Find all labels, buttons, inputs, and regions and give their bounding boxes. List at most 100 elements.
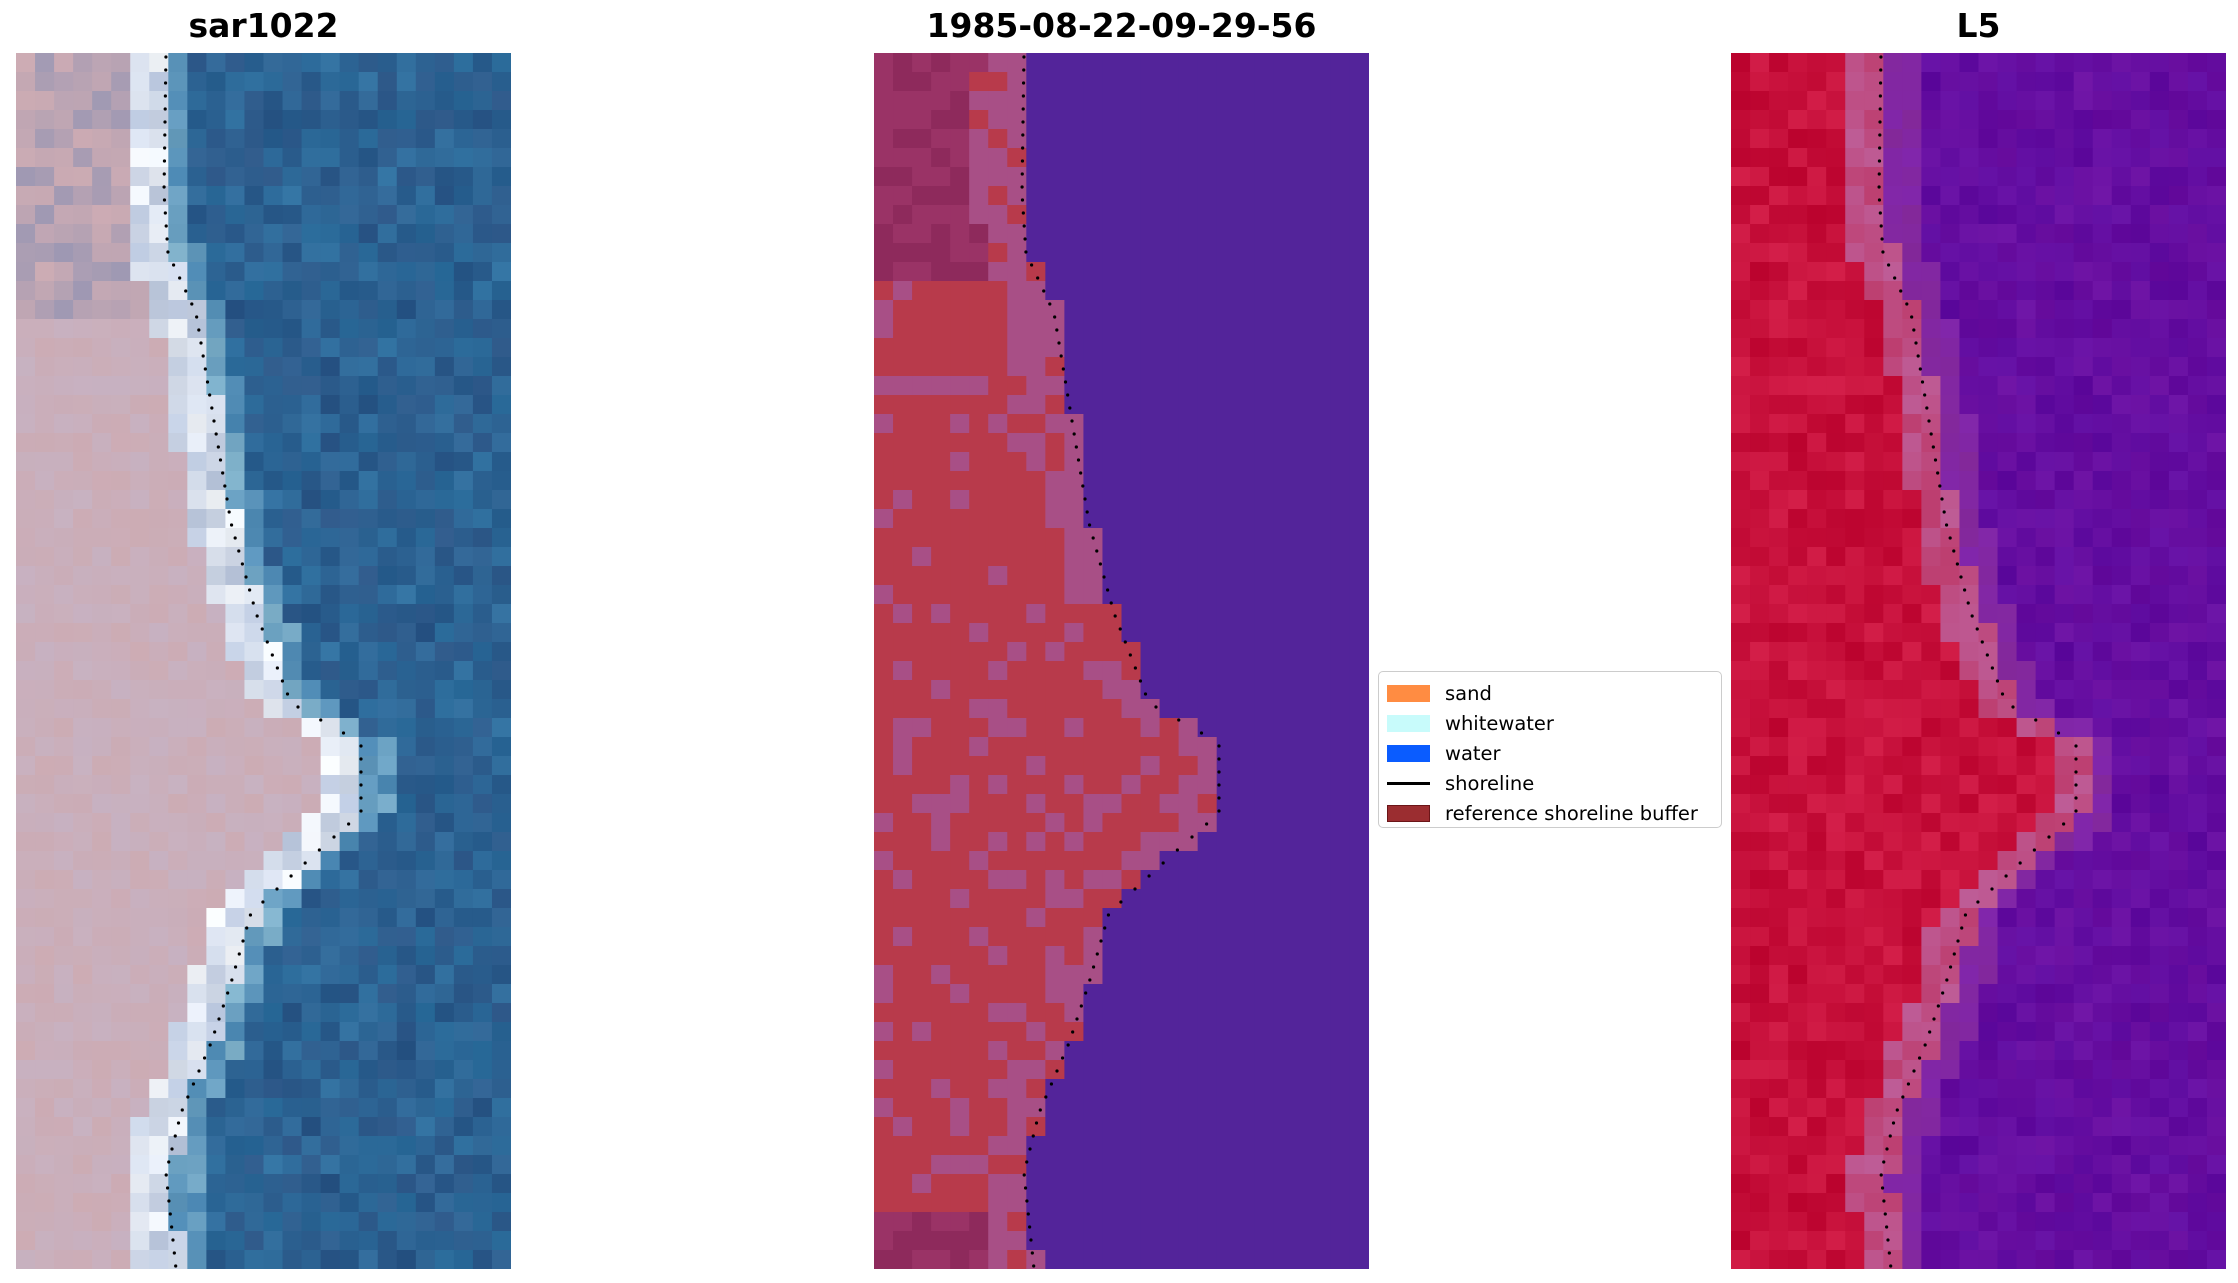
shoreline-point [1079, 1004, 1083, 1008]
shoreline-point [303, 861, 307, 865]
shoreline-point [1878, 81, 1883, 85]
shoreline-point [1970, 614, 1974, 618]
shoreline-point [1138, 679, 1143, 683]
shoreline-point [1942, 510, 1946, 514]
shoreline-point [1118, 627, 1122, 631]
shoreline-point [1889, 1264, 1893, 1268]
shoreline-point [1936, 471, 1940, 475]
shoreline-point [2074, 744, 2078, 748]
shoreline-point [1020, 198, 1025, 202]
shoreline-point [2000, 692, 2005, 696]
shoreline-point [1026, 1212, 1030, 1216]
shoreline-point [162, 172, 166, 176]
shoreline-point [285, 692, 290, 696]
shoreline-point [280, 679, 285, 683]
shoreline-point [1882, 1199, 1886, 1203]
shoreline-point [2047, 835, 2051, 839]
shoreline-point [164, 68, 168, 72]
shoreline-point [1070, 419, 1074, 423]
classified-image [874, 53, 1369, 1269]
shoreline-point [1020, 172, 1024, 176]
shoreline-point [163, 146, 167, 150]
shoreline-point [163, 120, 167, 124]
shoreline-point [1918, 367, 1922, 371]
shoreline-point [1021, 211, 1025, 215]
shoreline-point [1020, 159, 1025, 163]
panel-title-1: sar1022 [188, 6, 339, 45]
shoreline-point [1960, 926, 1964, 930]
shoreline-point [1075, 1017, 1079, 1021]
legend-item-sand: sand [1387, 678, 1713, 708]
shoreline-point [226, 991, 230, 995]
shoreline-point [260, 627, 264, 631]
legend-label: whitewater [1445, 711, 1554, 735]
shoreline-point [229, 523, 234, 527]
raster-cells [16, 53, 511, 1269]
shoreline-point [178, 276, 182, 280]
shoreline-point [1123, 640, 1127, 644]
shoreline-point [317, 848, 321, 852]
shoreline-point [1877, 159, 1882, 163]
rgb-image [16, 53, 511, 1269]
shoreline-point [1880, 237, 1884, 241]
shoreline-point [1893, 276, 1897, 280]
shoreline-point [1878, 120, 1882, 124]
shoreline-point [289, 874, 293, 878]
shoreline-point [275, 887, 279, 891]
shoreline-point [1917, 1056, 1922, 1060]
shoreline-point [1028, 1225, 1032, 1229]
legend-item-water: water [1387, 738, 1713, 768]
shoreline-mndwi [1877, 55, 2078, 1268]
shoreline-point [1885, 1225, 1889, 1229]
shoreline-point [1029, 1238, 1033, 1242]
panel-title-2: 1985-08-22-09-29-56 [926, 6, 1317, 45]
shoreline-point [162, 198, 167, 202]
shoreline-point [1074, 445, 1078, 449]
shoreline-point [1941, 991, 1945, 995]
shoreline-point [1084, 991, 1088, 995]
shoreline-point [1217, 783, 1221, 787]
shoreline-point [1945, 978, 1949, 982]
shoreline-point [275, 666, 279, 670]
shoreline-point [195, 315, 199, 319]
shoreline-point [167, 1199, 171, 1203]
shoreline-point [2074, 770, 2078, 774]
shoreline-point [225, 497, 229, 501]
shoreline-point [1952, 952, 1956, 956]
shoreline-point [1190, 835, 1194, 839]
shoreline-point [1914, 341, 1918, 345]
shoreline-point [1905, 302, 1909, 306]
shoreline-point [173, 1134, 177, 1138]
shoreline-point [167, 1160, 171, 1164]
shoreline-rgb [162, 55, 363, 1268]
shoreline-classified [1020, 55, 1221, 1268]
shoreline-point [1966, 601, 1970, 605]
shoreline-point [233, 965, 238, 969]
shoreline-point [1066, 393, 1070, 397]
shoreline-point [2032, 848, 2036, 852]
shoreline-point [1975, 627, 1979, 631]
shoreline-point [1990, 666, 1994, 670]
shoreline-point [1980, 640, 1984, 644]
shoreline-point [171, 1238, 175, 1242]
shoreline-point [163, 94, 167, 98]
shoreline-point [1948, 965, 1953, 969]
shoreline-point [164, 55, 168, 59]
raster-cells [1731, 53, 2226, 1269]
shoreline-point [165, 1186, 170, 1190]
shoreline-point [2004, 874, 2008, 878]
shoreline-point [1025, 1199, 1029, 1203]
shoreline-point [1057, 341, 1061, 345]
shoreline-point [1955, 562, 1959, 566]
shoreline-point [1059, 354, 1063, 358]
shoreline-point [1028, 1147, 1032, 1151]
shoreline-point [1036, 276, 1040, 280]
shoreline-point [202, 1056, 207, 1060]
shoreline-point [1883, 1212, 1887, 1216]
shoreline-point [1995, 679, 2000, 683]
shoreline-point [1217, 770, 1221, 774]
shoreline-point [1095, 952, 1099, 956]
shoreline-point [1177, 718, 1181, 722]
shoreline-point [214, 432, 218, 436]
shoreline-point [359, 770, 363, 774]
